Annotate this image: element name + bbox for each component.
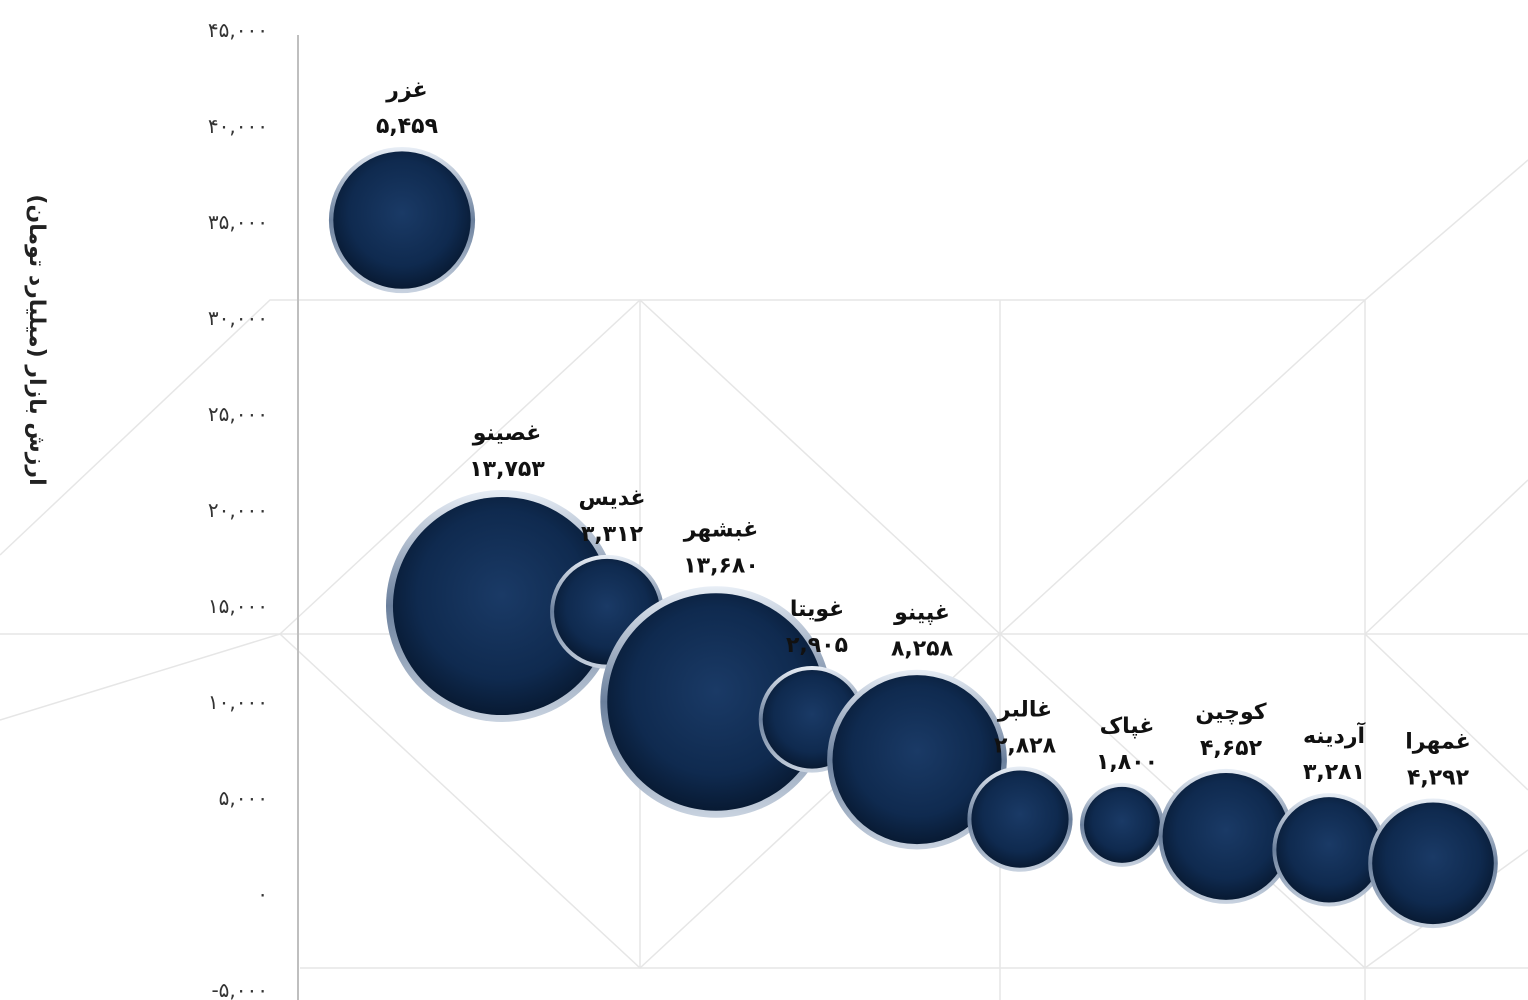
- y-tick-label: -۵,۰۰۰: [211, 978, 268, 1000]
- point-name-label: کوچین: [1195, 700, 1266, 725]
- bubble-body: [333, 151, 471, 289]
- bubble-body: [607, 593, 825, 811]
- y-tick-label: ۱۰,۰۰۰: [208, 690, 268, 714]
- point-size-label: ۲,۹۰۵: [786, 633, 848, 658]
- y-tick-label: ۵,۰۰۰: [219, 786, 268, 810]
- bubble-series: [328, 146, 1498, 929]
- bubble-9: [1158, 768, 1294, 904]
- background-decoration: [0, 159, 1528, 1000]
- y-tick-label: ۴۰,۰۰۰: [208, 114, 268, 138]
- point-size-label: ۱۳,۶۸۰: [683, 553, 759, 578]
- point-size-label: ۲,۸۲۸: [994, 734, 1057, 759]
- bubble-body: [832, 675, 1002, 845]
- point-name-label: غصینو: [472, 421, 541, 446]
- bubble-body: [1276, 797, 1382, 903]
- bubble-body: [971, 770, 1069, 868]
- y-tick-label: ۳۵,۰۰۰: [208, 210, 268, 234]
- point-name-label: غزر: [385, 78, 427, 103]
- point-name-label: آردینه: [1303, 721, 1366, 749]
- y-axis-ticks: -۵,۰۰۰ ۰ ۵,۰۰۰ ۱۰,۰۰۰ ۱۵,۰۰۰ ۲۰,۰۰۰ ۲۵,۰۰۰ ۳۰,۰…: [208, 18, 268, 1000]
- y-tick-label: ۰: [257, 882, 268, 906]
- bubble-6: [827, 669, 1007, 850]
- y-tick-label: ۱۵,۰۰۰: [208, 594, 268, 618]
- bubble-1: [328, 146, 476, 294]
- y-tick-label: ۳۰,۰۰۰: [208, 306, 268, 330]
- bubble-body: [1162, 772, 1290, 900]
- data-labels: غزر ۵,۴۵۹ غصینو ۱۳,۷۵۳ غدیس ۳,۳۱۲ غبشهر ۱۳,۶۸۰ غ…: [376, 78, 1471, 790]
- point-name-label: غپینو: [893, 601, 950, 626]
- point-name-label: غالبر: [997, 698, 1052, 723]
- y-tick-label: ۲۰,۰۰۰: [208, 498, 268, 522]
- bubble-2: [386, 490, 618, 722]
- bubble-7: [967, 766, 1073, 872]
- point-size-label: ۳,۲۸۱: [1303, 760, 1365, 785]
- bubble-4: [600, 586, 832, 818]
- bubble-8: [1080, 782, 1164, 867]
- point-size-label: ۴,۲۹۲: [1407, 765, 1470, 790]
- point-size-label: ۵,۴۵۹: [376, 114, 438, 139]
- point-name-label: غپاک: [1100, 714, 1155, 739]
- point-size-label: ۸,۲۵۸: [891, 637, 954, 662]
- y-tick-label: ۴۵,۰۰۰: [208, 18, 268, 42]
- point-size-label: ۴,۶۵۲: [1200, 736, 1263, 761]
- y-axis-label: ارزش بازار (میلیارد تومان): [24, 194, 49, 485]
- point-size-label: ۱۳,۷۵۳: [469, 457, 545, 482]
- point-name-label: غمهرا: [1405, 729, 1471, 754]
- bubble-11: [1368, 798, 1498, 929]
- bubble-10: [1272, 793, 1386, 907]
- point-name-label: غدیس: [578, 486, 645, 511]
- point-size-label: ۱,۸۰۰: [1096, 750, 1158, 775]
- point-size-label: ۳,۳۱۲: [581, 522, 644, 547]
- point-name-label: غویتا: [790, 597, 844, 622]
- y-tick-label: ۲۵,۰۰۰: [208, 402, 268, 426]
- bubble-body: [1084, 786, 1160, 863]
- bubble-body: [1372, 802, 1494, 925]
- bubble-body: [392, 496, 612, 716]
- point-name-label: غبشهر: [683, 517, 759, 542]
